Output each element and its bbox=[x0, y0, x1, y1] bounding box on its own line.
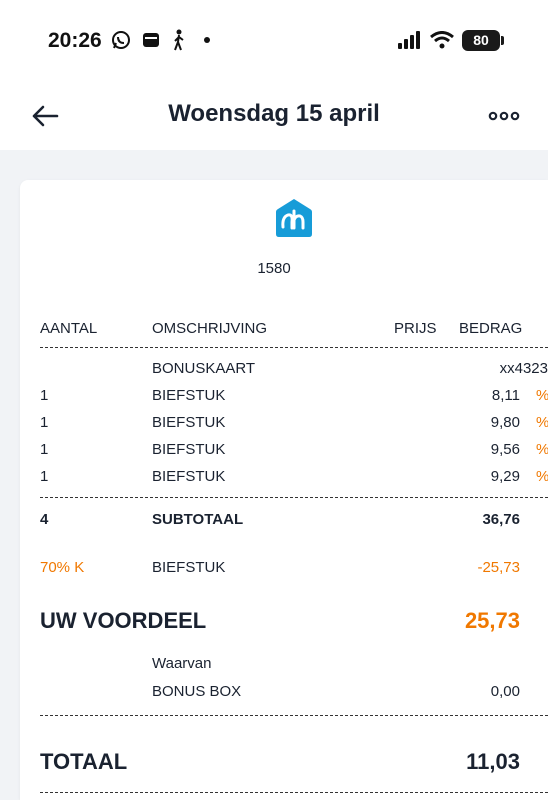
subtotal-amount: 36,76 bbox=[482, 511, 520, 528]
app-header: Woensdag 15 april bbox=[0, 82, 548, 150]
bonus-box-label: BONUS BOX bbox=[152, 683, 242, 700]
column-header-prijs: PRIJS bbox=[394, 320, 437, 337]
back-arrow-icon[interactable] bbox=[30, 102, 60, 130]
item-amount: 9,29 bbox=[490, 468, 520, 485]
store-number: 1580 bbox=[257, 260, 291, 277]
column-header-aantal: AANTAL bbox=[40, 320, 98, 337]
battery-indicator: 80 bbox=[462, 30, 500, 51]
column-header-bedrag: BEDRAG bbox=[459, 320, 523, 337]
divider bbox=[40, 792, 548, 793]
battery-tip bbox=[501, 36, 504, 45]
item-qty: 1 bbox=[40, 414, 49, 431]
item-qty: 1 bbox=[40, 387, 49, 404]
totaal-label: TOTAAL bbox=[40, 749, 128, 774]
albert-heijn-logo-icon bbox=[276, 199, 312, 237]
bonuskaart-value: xx4323 bbox=[499, 360, 548, 377]
notification-dot-icon bbox=[204, 37, 210, 43]
wallet-icon bbox=[143, 33, 159, 47]
voordeel-label: UW VOORDEEL bbox=[40, 608, 207, 633]
bonus-marker: % bbox=[536, 441, 548, 458]
subtotal-label: SUBTOTAAL bbox=[152, 511, 244, 528]
item-amount: 9,80 bbox=[490, 414, 520, 431]
page-title: Woensdag 15 april bbox=[168, 100, 380, 127]
totaal-amount: 11,03 bbox=[466, 749, 520, 774]
signal-icon bbox=[398, 31, 420, 49]
bonus-box-amount: 0,00 bbox=[490, 683, 520, 700]
status-time: 20:26 bbox=[48, 29, 102, 52]
bonus-marker: % bbox=[536, 414, 548, 431]
item-desc: BIEFSTUK bbox=[152, 441, 226, 458]
waarvan-label: Waarvan bbox=[152, 655, 212, 672]
item-desc: BIEFSTUK bbox=[152, 414, 226, 431]
subtotal-qty: 4 bbox=[40, 511, 49, 528]
whatsapp-icon bbox=[112, 31, 130, 49]
item-qty: 1 bbox=[40, 468, 49, 485]
item-desc: BIEFSTUK bbox=[152, 387, 226, 404]
status-bar: 20:26 80 bbox=[0, 0, 548, 82]
divider bbox=[40, 347, 548, 348]
item-amount: 9,56 bbox=[490, 441, 520, 458]
item-desc: BIEFSTUK bbox=[152, 468, 226, 485]
column-header-omschrijving: OMSCHRIJVING bbox=[152, 320, 268, 337]
walking-icon bbox=[174, 29, 184, 51]
discount-amount: -25,73 bbox=[477, 559, 520, 576]
discount-desc: BIEFSTUK bbox=[152, 559, 226, 576]
item-amount: 8,11 bbox=[491, 387, 520, 404]
bonus-marker: % bbox=[536, 468, 548, 485]
divider bbox=[40, 715, 548, 716]
item-qty: 1 bbox=[40, 441, 49, 458]
receipt-card: 1580 AANTAL OMSCHRIJVING PRIJS BEDRAG BO… bbox=[20, 180, 548, 800]
more-options-icon[interactable] bbox=[488, 110, 520, 122]
discount-code: 70% K bbox=[40, 559, 85, 576]
voordeel-amount: 25,73 bbox=[464, 608, 520, 633]
wifi-icon bbox=[430, 31, 454, 49]
divider bbox=[40, 497, 548, 498]
bonus-marker: % bbox=[536, 387, 548, 404]
bonuskaart-label: BONUSKAART bbox=[152, 360, 256, 377]
